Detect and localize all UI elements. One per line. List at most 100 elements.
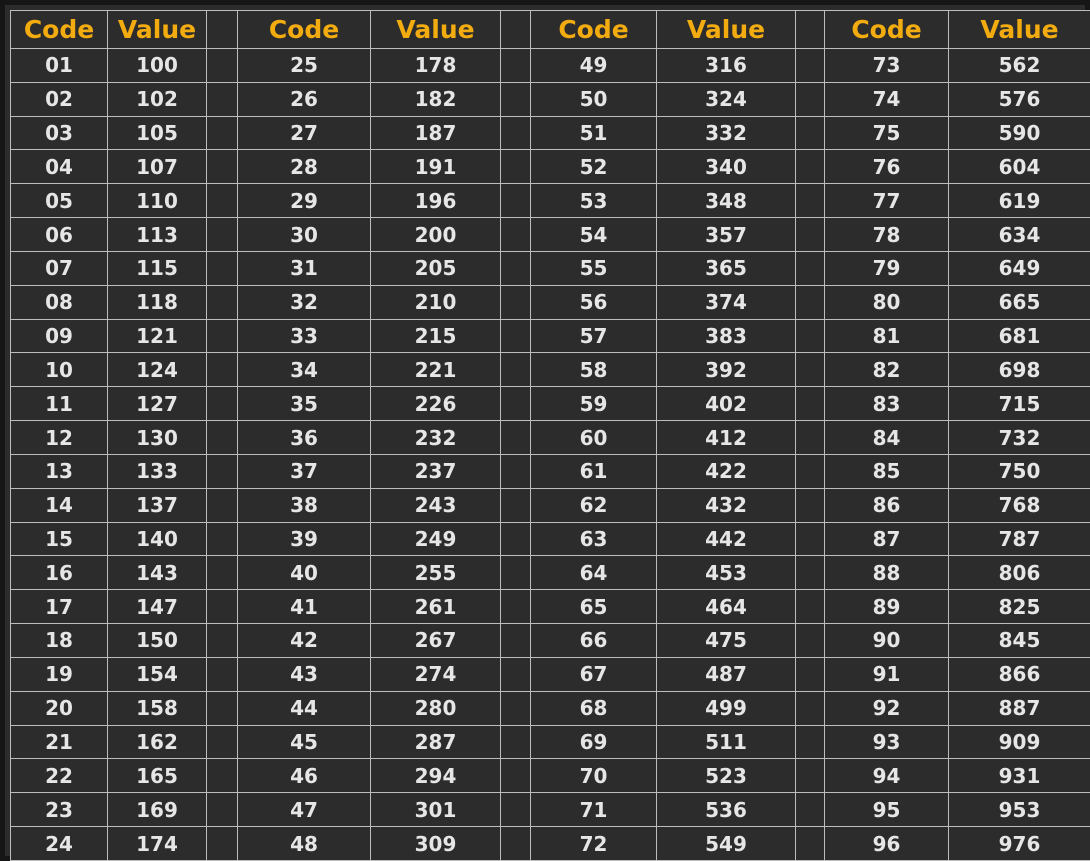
table-row: 01 100 25 178 49 316 73 562 bbox=[10, 48, 1090, 83]
value-cell: 118 bbox=[107, 284, 207, 320]
column-gap bbox=[795, 826, 825, 861]
code-cell: 73 bbox=[824, 48, 949, 83]
value-cell: 536 bbox=[656, 792, 796, 828]
value-cell: 732 bbox=[948, 420, 1090, 455]
column-gap bbox=[206, 386, 238, 422]
table-row: 16 143 40 255 64 453 88 806 bbox=[10, 555, 1090, 591]
code-cell: 92 bbox=[824, 690, 949, 726]
column-gap bbox=[795, 792, 825, 828]
value-cell: 365 bbox=[656, 250, 796, 286]
code-cell: 18 bbox=[10, 623, 108, 658]
column-gap bbox=[795, 623, 825, 658]
column-gap bbox=[500, 48, 531, 83]
column-gap bbox=[206, 149, 238, 185]
value-cell: 274 bbox=[370, 656, 501, 692]
code-cell: 02 bbox=[10, 81, 108, 117]
value-cell: 487 bbox=[656, 656, 796, 692]
code-cell: 88 bbox=[824, 555, 949, 591]
value-cell: 261 bbox=[370, 589, 501, 625]
table-row: 23 169 47 301 71 536 95 953 bbox=[10, 792, 1090, 828]
table-row: 06 113 30 200 54 357 78 634 bbox=[10, 217, 1090, 252]
code-cell: 95 bbox=[824, 792, 949, 828]
table-row: 11 127 35 226 59 402 83 715 bbox=[10, 386, 1090, 422]
column-gap bbox=[795, 420, 825, 455]
code-cell: 74 bbox=[824, 81, 949, 117]
code-cell: 32 bbox=[237, 284, 371, 320]
code-cell: 08 bbox=[10, 284, 108, 320]
value-header: Value bbox=[948, 10, 1090, 49]
code-header: Code bbox=[237, 10, 371, 49]
code-cell: 28 bbox=[237, 149, 371, 185]
column-gap bbox=[795, 352, 825, 388]
code-cell: 04 bbox=[10, 149, 108, 185]
column-gap bbox=[206, 724, 238, 760]
column-gap bbox=[795, 48, 825, 83]
column-gap bbox=[795, 250, 825, 286]
column-gap bbox=[500, 555, 531, 591]
code-cell: 55 bbox=[530, 250, 657, 286]
value-cell: 475 bbox=[656, 623, 796, 658]
code-cell: 57 bbox=[530, 318, 657, 354]
code-cell: 82 bbox=[824, 352, 949, 388]
column-gap bbox=[795, 724, 825, 760]
code-cell: 45 bbox=[237, 724, 371, 760]
column-gap bbox=[206, 826, 238, 861]
code-cell: 54 bbox=[530, 217, 657, 252]
value-cell: 205 bbox=[370, 250, 501, 286]
code-cell: 79 bbox=[824, 250, 949, 286]
value-cell: 499 bbox=[656, 690, 796, 726]
column-gap bbox=[500, 318, 531, 354]
column-gap bbox=[795, 115, 825, 151]
value-cell: 143 bbox=[107, 555, 207, 591]
value-cell: 237 bbox=[370, 453, 501, 489]
value-cell: 931 bbox=[948, 758, 1090, 794]
column-gap bbox=[500, 10, 531, 49]
code-cell: 33 bbox=[237, 318, 371, 354]
code-cell: 37 bbox=[237, 453, 371, 489]
code-cell: 69 bbox=[530, 724, 657, 760]
column-gap bbox=[206, 183, 238, 219]
table-row: 18 150 42 267 66 475 90 845 bbox=[10, 623, 1090, 658]
table-row: 14 137 38 243 62 432 86 768 bbox=[10, 487, 1090, 523]
column-gap bbox=[795, 555, 825, 591]
code-cell: 47 bbox=[237, 792, 371, 828]
column-gap bbox=[500, 724, 531, 760]
value-cell: 590 bbox=[948, 115, 1090, 151]
table-row: 21 162 45 287 69 511 93 909 bbox=[10, 724, 1090, 760]
code-cell: 83 bbox=[824, 386, 949, 422]
code-cell: 80 bbox=[824, 284, 949, 320]
column-gap bbox=[500, 183, 531, 219]
table-row: 09 121 33 215 57 383 81 681 bbox=[10, 318, 1090, 354]
code-cell: 65 bbox=[530, 589, 657, 625]
code-cell: 39 bbox=[237, 521, 371, 557]
code-cell: 93 bbox=[824, 724, 949, 760]
code-cell: 86 bbox=[824, 487, 949, 523]
column-gap bbox=[206, 48, 238, 83]
column-gap bbox=[206, 792, 238, 828]
value-cell: 100 bbox=[107, 48, 207, 83]
value-cell: 210 bbox=[370, 284, 501, 320]
value-cell: 604 bbox=[948, 149, 1090, 185]
value-cell: 340 bbox=[656, 149, 796, 185]
value-cell: 294 bbox=[370, 758, 501, 794]
code-cell: 70 bbox=[530, 758, 657, 794]
code-cell: 84 bbox=[824, 420, 949, 455]
value-cell: 825 bbox=[948, 589, 1090, 625]
value-cell: 249 bbox=[370, 521, 501, 557]
value-cell: 255 bbox=[370, 555, 501, 591]
code-value-table: Code Value Code Value Code Value Code Va… bbox=[10, 10, 1090, 861]
column-gap bbox=[206, 284, 238, 320]
column-gap bbox=[206, 217, 238, 252]
code-cell: 64 bbox=[530, 555, 657, 591]
code-cell: 91 bbox=[824, 656, 949, 692]
code-cell: 48 bbox=[237, 826, 371, 861]
code-cell: 15 bbox=[10, 521, 108, 557]
code-cell: 10 bbox=[10, 352, 108, 388]
code-cell: 26 bbox=[237, 81, 371, 117]
column-gap bbox=[206, 656, 238, 692]
code-cell: 38 bbox=[237, 487, 371, 523]
column-gap bbox=[795, 758, 825, 794]
value-cell: 221 bbox=[370, 352, 501, 388]
value-cell: 806 bbox=[948, 555, 1090, 591]
code-cell: 44 bbox=[237, 690, 371, 726]
